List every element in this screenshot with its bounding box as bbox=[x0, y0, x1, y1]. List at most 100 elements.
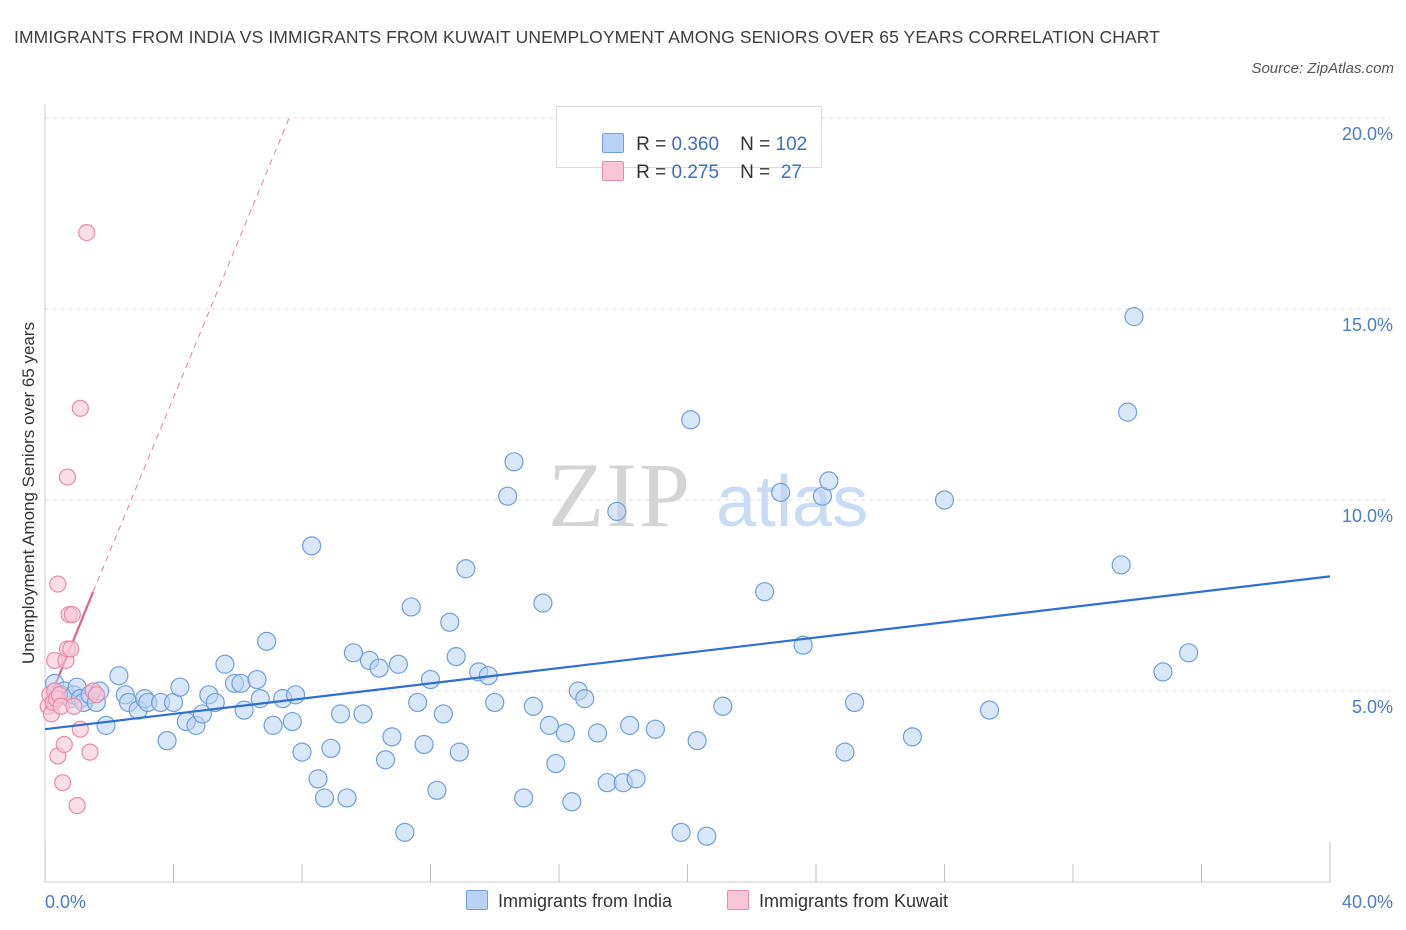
india-point bbox=[523, 696, 543, 716]
bottom-legend-india: Immigrants from India bbox=[466, 890, 672, 912]
axes bbox=[44, 104, 1331, 883]
india-point bbox=[597, 773, 617, 793]
x-tick-label: 0.0% bbox=[45, 892, 86, 912]
y-axis-label: Unemployment Among Seniors over 65 years bbox=[19, 322, 38, 664]
india-point bbox=[1179, 643, 1199, 663]
india-point bbox=[308, 769, 328, 789]
x-tick-label: 40.0% bbox=[1342, 892, 1393, 912]
kuwait-r-value: 0.275 bbox=[671, 162, 720, 183]
india-point bbox=[427, 780, 447, 800]
india-point bbox=[337, 788, 357, 808]
tick-labels: 5.0% 10.0% 15.0% 20.0% 0.0% 40.0% bbox=[45, 124, 1393, 912]
india-n-value: 102 bbox=[775, 134, 808, 155]
bottom-india-swatch bbox=[466, 890, 488, 910]
india-point bbox=[314, 788, 335, 808]
india-trend-line bbox=[44, 575, 1331, 731]
india-point bbox=[681, 410, 701, 430]
source-label: Source: ZipAtlas.com bbox=[1251, 60, 1394, 77]
india-point bbox=[382, 727, 402, 747]
india-point bbox=[533, 593, 553, 613]
india-point bbox=[401, 597, 421, 617]
kuwait-point bbox=[49, 575, 67, 593]
india-point bbox=[205, 692, 225, 713]
y-tick-label: 15.0% bbox=[1342, 315, 1393, 335]
kuwait-n-value: 27 bbox=[775, 162, 802, 183]
india-point bbox=[375, 750, 396, 770]
kuwait-point bbox=[58, 468, 77, 486]
india-point bbox=[440, 612, 460, 632]
india-point bbox=[1153, 662, 1173, 682]
india-point bbox=[282, 711, 302, 732]
kuwait-trend-extension bbox=[92, 117, 290, 592]
bottom-kuwait-swatch bbox=[727, 890, 749, 910]
india-point bbox=[1124, 307, 1144, 327]
india-point bbox=[96, 715, 116, 735]
india-point bbox=[170, 677, 190, 697]
india-point bbox=[353, 704, 373, 724]
india-point bbox=[607, 501, 627, 522]
india-point bbox=[330, 704, 351, 724]
india-r-label: R = bbox=[636, 134, 672, 155]
india-point bbox=[546, 753, 566, 774]
y-tick-label: 20.0% bbox=[1342, 124, 1393, 144]
kuwait-point bbox=[63, 605, 81, 624]
india-point bbox=[292, 742, 312, 762]
kuwait-point bbox=[68, 796, 86, 815]
india-point bbox=[414, 734, 434, 755]
grid-lines bbox=[45, 117, 1390, 692]
india-point bbox=[420, 669, 441, 690]
india-swatch bbox=[602, 133, 625, 153]
india-point bbox=[215, 654, 235, 674]
india-point bbox=[934, 490, 955, 510]
india-trend bbox=[44, 575, 1331, 731]
kuwait-point bbox=[71, 399, 89, 417]
india-point bbox=[835, 742, 855, 762]
kuwait-points bbox=[39, 224, 106, 815]
y-tick-label: 10.0% bbox=[1342, 506, 1393, 526]
india-point bbox=[671, 822, 691, 842]
india-point bbox=[587, 723, 608, 743]
india-point bbox=[498, 486, 518, 506]
india-point bbox=[562, 792, 582, 812]
india-point bbox=[388, 654, 408, 674]
india-point bbox=[504, 452, 524, 472]
india-point bbox=[109, 666, 129, 686]
india-point bbox=[979, 700, 1000, 720]
india-point bbox=[687, 731, 707, 751]
india-point bbox=[302, 536, 322, 556]
india-point bbox=[626, 769, 646, 789]
kuwait-n-label: N = bbox=[740, 162, 776, 183]
y-tick-label: 5.0% bbox=[1352, 697, 1393, 717]
india-point bbox=[343, 643, 363, 663]
india-point bbox=[446, 647, 466, 667]
watermark: ZIP atlas bbox=[548, 444, 868, 546]
bottom-kuwait-label: Immigrants from Kuwait bbox=[759, 891, 949, 911]
kuwait-point bbox=[78, 224, 96, 242]
india-point bbox=[1118, 402, 1138, 422]
india-point bbox=[902, 727, 922, 747]
india-point bbox=[645, 719, 665, 739]
bottom-legend-kuwait: Immigrants from Kuwait bbox=[727, 890, 948, 912]
india-point bbox=[819, 471, 839, 491]
india-n-label: N = bbox=[740, 134, 776, 155]
watermark-zip: ZIP bbox=[548, 444, 692, 546]
kuwait-point bbox=[55, 735, 73, 754]
india-point bbox=[713, 696, 733, 716]
india-point bbox=[1111, 555, 1131, 575]
kuwait-point bbox=[87, 686, 106, 704]
india-point bbox=[754, 582, 775, 602]
bottom-india-label: Immigrants from India bbox=[498, 891, 673, 911]
india-point bbox=[456, 559, 476, 579]
india-point bbox=[395, 822, 415, 842]
kuwait-point bbox=[65, 697, 83, 715]
india-points bbox=[45, 307, 1199, 846]
kuwait-point bbox=[81, 743, 99, 761]
india-point bbox=[263, 715, 283, 735]
india-point bbox=[575, 689, 595, 709]
chart-title: IMMIGRANTS FROM INDIA VS IMMIGRANTS FROM… bbox=[14, 27, 1160, 47]
india-point bbox=[844, 692, 865, 713]
kuwait-point bbox=[54, 774, 72, 792]
india-r-value: 0.360 bbox=[671, 134, 720, 155]
india-point bbox=[697, 826, 717, 846]
